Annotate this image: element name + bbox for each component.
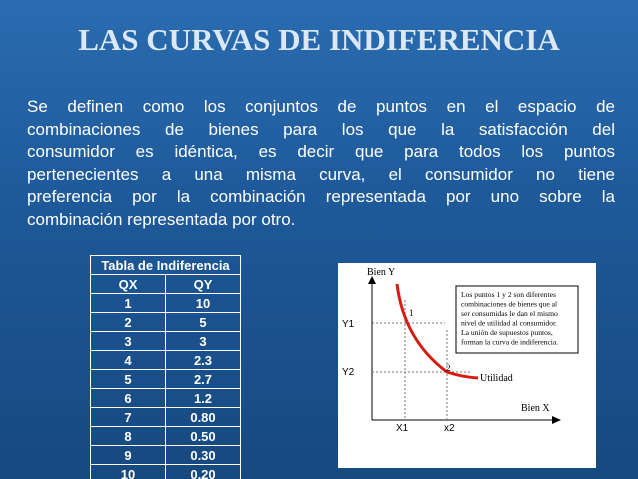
paragraph: Se definen como los conjuntos de puntos … — [27, 96, 615, 231]
table-cell: 10 — [165, 293, 241, 313]
table-row: 1 10 — [90, 293, 241, 313]
table-cell: 8 — [90, 426, 166, 446]
arrow — [368, 276, 376, 284]
curve-label: Utilidad — [480, 373, 513, 384]
table-cell: 10 — [90, 464, 166, 479]
tick-label: Y1 — [342, 319, 355, 330]
note-line: combinaciones de bienes que al — [461, 300, 557, 309]
table-row: 7 0.80 — [90, 407, 241, 427]
table-cell: 3 — [165, 331, 241, 351]
note-box — [455, 285, 579, 354]
table-cell: 1.2 — [165, 388, 241, 408]
table-row: 9 0.30 — [90, 445, 241, 465]
table-cell: 0.80 — [165, 407, 241, 427]
table-row: 6 1.2 — [90, 388, 241, 408]
note-line: forman la curva de indiferencia. — [461, 338, 558, 347]
paragraph-line: combinaciones de bienes para los que la … — [27, 119, 615, 139]
paragraph-line: pertenecientes a una misma curva, el con… — [27, 164, 615, 184]
table-cell: 4 — [90, 350, 166, 370]
table-cell: 9 — [90, 445, 166, 465]
table-cell: 5 — [165, 312, 241, 332]
figure: Bien Y Bien X Y1 Y2 X1 x2 1 2 Utilidad L… — [338, 263, 596, 468]
table-cell: 0.20 — [165, 464, 241, 479]
table-row: 10 0.20 — [90, 464, 241, 479]
curve — [395, 283, 479, 380]
title: LAS CURVAS DE INDIFERENCIA — [78, 22, 560, 57]
note-line: ser consumidas le dan el mismo — [461, 309, 558, 318]
tick-label: X1 — [396, 423, 409, 434]
note-line: Los puntos 1 y 2 son diferentes — [461, 290, 556, 299]
table-cell: 2 — [90, 312, 166, 332]
header-cell: QY — [165, 274, 241, 294]
header-cell: QX — [90, 274, 166, 294]
table-cell: 1 — [90, 293, 166, 313]
table-cell: 0.50 — [165, 426, 241, 446]
axis-label: Bien X — [521, 403, 550, 414]
paragraph-line: Se definen como los conjuntos de puntos … — [27, 97, 615, 116]
note-line: nivel de utilidad al consumidor. — [461, 319, 557, 328]
paragraph-line: consumidor es idéntica, es decir que par… — [27, 142, 615, 161]
axis-label: Bien Y — [367, 267, 395, 278]
paragraph-line: combinación representada por otro. — [27, 209, 296, 229]
table-caption: Tabla de Indiferencia — [90, 255, 241, 275]
table-cell: 3 — [90, 331, 166, 351]
point-label: 1 — [409, 308, 414, 318]
paragraph-line: preferencia por la combinación represent… — [27, 187, 615, 206]
table-cell: 2.7 — [165, 369, 241, 389]
tick-label: x2 — [444, 423, 455, 434]
table-row: 4 2.3 — [90, 350, 241, 370]
table-cell: 6 — [90, 388, 166, 408]
arrow — [552, 416, 561, 424]
table: Tabla de Indiferencia QX QY 1 10 2 5 3 3 4 2.3 5 2… — [90, 255, 241, 479]
table-cell: 7 — [90, 407, 166, 427]
table-row: 5 2.7 — [90, 369, 241, 389]
tick-label: Y2 — [342, 367, 355, 378]
table-cell: 0.30 — [165, 445, 241, 465]
table-cell: 5 — [90, 369, 166, 389]
table-row: 8 0.50 — [90, 426, 241, 446]
note-line: La unión de supuestos puntos, — [461, 328, 553, 337]
point-label: 2 — [446, 363, 451, 373]
table-cell: 2.3 — [165, 350, 241, 370]
